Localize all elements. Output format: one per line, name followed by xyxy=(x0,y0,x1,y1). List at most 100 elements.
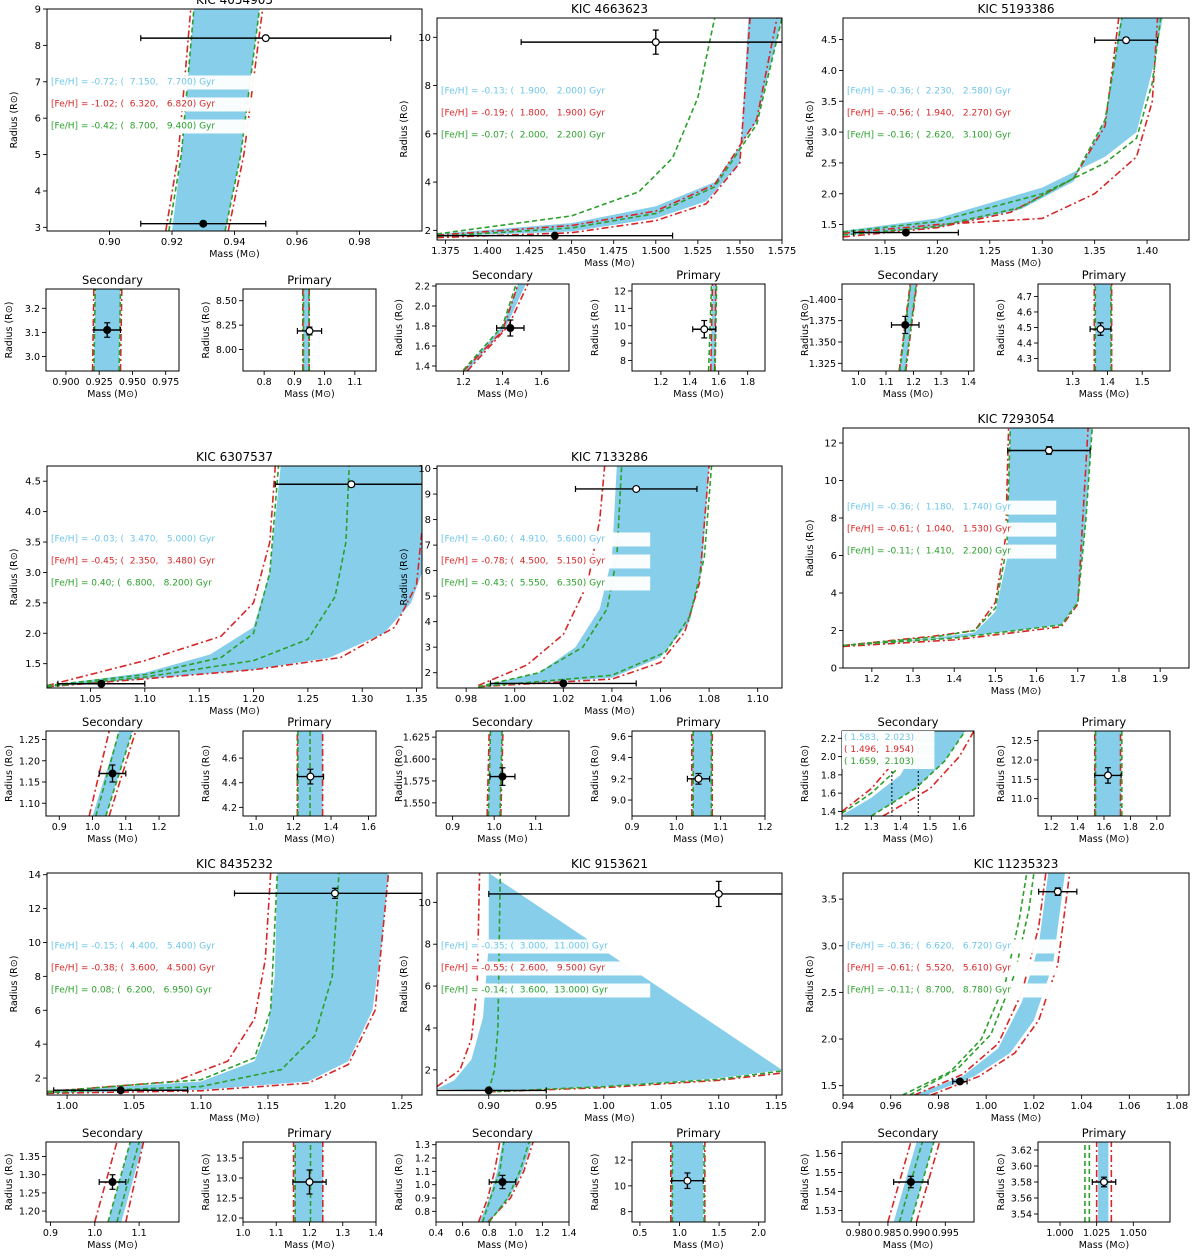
primary-title: Primary xyxy=(676,268,721,282)
x-tick-label: 1.0 xyxy=(85,822,100,833)
y-axis-label: Radius (R⊙) xyxy=(9,956,20,1013)
legend-box xyxy=(845,983,1057,998)
plot-area xyxy=(437,873,782,1095)
primary-star-point xyxy=(1103,771,1112,780)
primary-title: Primary xyxy=(287,1126,332,1140)
red-isochrone-curve-1 xyxy=(47,529,422,688)
y-tick-label: 4.5 xyxy=(25,477,41,488)
isochrone-band xyxy=(692,731,712,816)
axes-frame xyxy=(436,17,783,241)
y-tick-label: 4.6 xyxy=(1017,307,1032,318)
plot-area xyxy=(477,466,713,688)
legend-box xyxy=(49,119,261,134)
secondary-star-point xyxy=(108,1177,117,1186)
y-tick-label: 1.55 xyxy=(815,1168,836,1179)
y-tick-label: 9.6 xyxy=(611,732,626,743)
y-tick-label: 1.35 xyxy=(19,1152,40,1163)
x-tick-label: 1.2 xyxy=(834,822,849,833)
panel-4-secondary: 0.9 1.0 1.1 1.550 1.575 1.600 1.625 Mass (M⊙) Ra… xyxy=(394,715,570,845)
green-isochrone-curve-1 xyxy=(47,466,350,688)
primary-star-point xyxy=(651,38,660,47)
legend-box xyxy=(49,75,261,90)
y-tick-label: 6 xyxy=(425,129,431,140)
y-tick-label: 4.0 xyxy=(25,507,41,518)
y-tick-label: 2.5 xyxy=(821,158,837,169)
red-isochrone-curve-1 xyxy=(882,731,974,816)
y-tick-label: 1.625 xyxy=(403,733,430,744)
secondary-title: Secondary xyxy=(82,273,143,287)
primary-star-point xyxy=(347,480,356,489)
secondary-title: Secondary xyxy=(472,715,533,729)
primary-star-point xyxy=(305,326,314,335)
y-tick-label: 6 xyxy=(425,566,431,577)
legend-entry-1: [Fe/H] = -0.61; ( 5.520, 5.610) Gyr xyxy=(847,963,1011,973)
legend-entry-0: [Fe/H] = -0.72; ( 7.150, 7.700) Gyr xyxy=(51,77,215,87)
x-tick-label: 1.25 xyxy=(297,694,319,705)
x-tick-label: 1.6 xyxy=(361,822,376,833)
red-isochrone-curve-1 xyxy=(125,1142,145,1222)
panel-3-secondary: 0.9 1.0 1.1 1.2 1.10 1.15 1.20 1.25 Mass (M⊙) Rad… xyxy=(4,715,180,845)
x-tick-label: 0.925 xyxy=(86,377,113,388)
axes-frame xyxy=(435,730,570,817)
x-tick-label: 1.3 xyxy=(1065,377,1080,388)
x-tick-label: 0.92 xyxy=(161,237,183,248)
y-axis-label: Radius (R⊙) xyxy=(4,745,15,802)
x-tick-label: 1.5 xyxy=(922,822,937,833)
green-isochrone-curve-0 xyxy=(842,731,922,814)
primary-star-point xyxy=(694,774,703,783)
x-tick-label: 1.05 xyxy=(79,694,101,705)
red-isochrone-curve-1 xyxy=(487,1142,534,1222)
primary-star-point xyxy=(714,889,723,898)
plot-area xyxy=(292,1142,327,1222)
x-axis-label: Mass (M⊙) xyxy=(87,834,138,845)
x-tick-label: 1.8 xyxy=(740,377,755,388)
legend-entry-0: [Fe/H] = -0.35; ( 3.000, 11.000) Gyr xyxy=(441,941,608,951)
legend-box xyxy=(845,106,1057,121)
y-tick-label: 2 xyxy=(425,1065,431,1076)
x-tick-label: 1.050 xyxy=(1120,1228,1147,1239)
y-tick-label: 1.6 xyxy=(415,342,430,353)
legend-box xyxy=(845,522,1057,537)
x-tick-label: 1.08 xyxy=(698,694,720,705)
plot-area xyxy=(669,1142,706,1222)
y-tick-label: 10 xyxy=(418,33,431,44)
y-tick-label: 9 xyxy=(620,339,626,350)
y-tick-label: 6 xyxy=(35,114,41,125)
y-tick-label: 1.8 xyxy=(821,770,836,781)
x-tick-label: 1.2 xyxy=(456,377,471,388)
red-isochrone-curve-1 xyxy=(478,466,710,688)
panel-6-main: 1.00 1.05 1.10 1.15 1.20 1.25 2 4 6 8 10 12 14 Mass (… xyxy=(9,857,423,1124)
legend-box xyxy=(439,961,651,976)
x-tick-label: 1.02 xyxy=(552,694,574,705)
y-tick-label: 4.0 xyxy=(821,66,837,77)
axes-frame xyxy=(242,730,377,817)
y-tick-label: 3 xyxy=(35,223,41,234)
x-tick-label: 1.4 xyxy=(495,377,510,388)
x-tick-label: 1.30 xyxy=(1031,246,1053,257)
secondary-star-point xyxy=(199,219,208,228)
primary-star-point xyxy=(306,772,315,781)
y-tick-label: 8 xyxy=(425,81,431,92)
x-tick-label: 1.6 xyxy=(534,377,549,388)
panel-5-main: 1.2 1.3 1.4 1.5 1.6 1.7 1.8 1.9 0 2 4 6 8 10 12 Mass (M… xyxy=(805,412,1190,697)
x-tick-label: 0.9 xyxy=(52,822,67,833)
green-isochrone-curve-1 xyxy=(909,873,1035,1095)
y-axis-label: Radius (R⊙) xyxy=(805,956,816,1013)
secondary-star-point xyxy=(108,769,117,778)
x-axis-label: Mass (M⊙) xyxy=(284,834,335,845)
x-tick-label: 1.8 xyxy=(1123,822,1138,833)
y-tick-label: 4 xyxy=(425,178,431,189)
x-tick-label: 1.10 xyxy=(134,694,156,705)
primary-star-point xyxy=(1099,1177,1108,1186)
y-tick-label: 6 xyxy=(425,982,431,993)
plot-area xyxy=(843,18,1163,238)
y-axis-label: Radius (R⊙) xyxy=(394,299,405,356)
x-axis-label: Mass (M⊙) xyxy=(209,249,260,260)
red-isochrone-curve-1 xyxy=(437,18,778,236)
plot-area xyxy=(843,428,1094,648)
x-tick-label: 1.15 xyxy=(874,246,896,257)
y-tick-label: 1.5 xyxy=(25,659,41,670)
green-isochrone-curve-1 xyxy=(843,428,1094,647)
y-tick-label: 2 xyxy=(425,668,431,679)
plot-area xyxy=(1084,1142,1117,1222)
